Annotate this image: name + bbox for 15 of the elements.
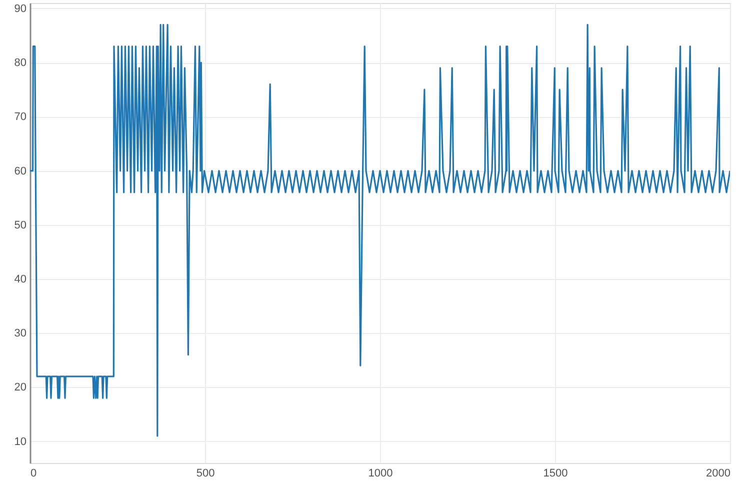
y-tick-label: 80 <box>14 57 26 70</box>
y-tick-label: 10 <box>14 436 26 448</box>
x-tick-label: 2000 <box>706 468 730 480</box>
x-tick-label: 1000 <box>368 468 393 480</box>
line-series <box>30 24 730 437</box>
y-tick-label: 30 <box>14 328 26 340</box>
y-tick-label: 70 <box>14 111 26 124</box>
y-tick-label: 20 <box>14 382 26 394</box>
y-tick-label: 40 <box>14 274 26 286</box>
y-tick-label: 90 <box>14 2 26 15</box>
y-tick-label: 60 <box>14 165 26 178</box>
x-tick-label: 500 <box>196 468 215 480</box>
x-tick-label: 1500 <box>543 468 568 480</box>
y-tick-label: 50 <box>14 219 26 232</box>
x-tick-label: 0 <box>30 468 37 480</box>
